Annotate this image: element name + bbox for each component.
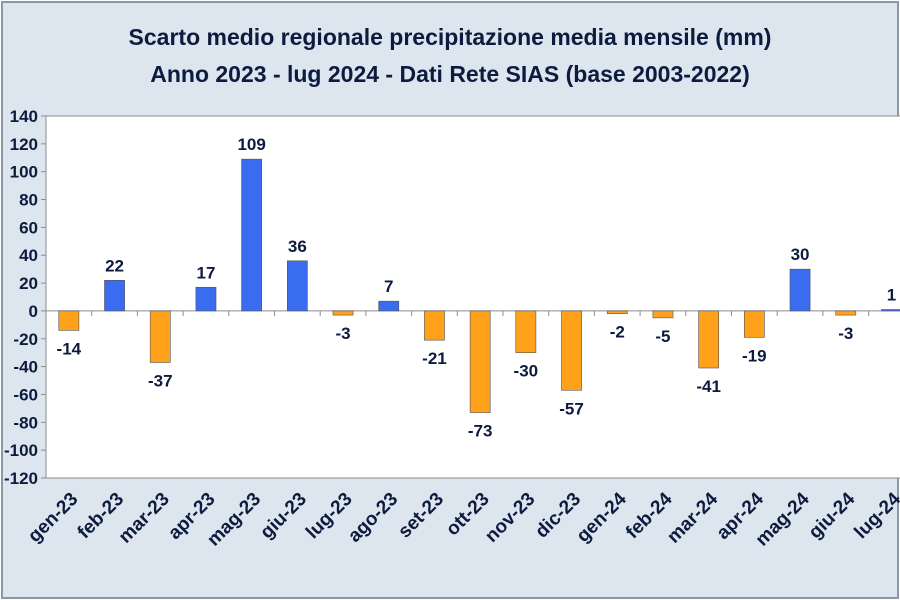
bar bbox=[104, 279, 125, 312]
bar bbox=[469, 310, 491, 413]
data-label: -41 bbox=[696, 377, 721, 396]
bar bbox=[561, 310, 582, 391]
data-label: -57 bbox=[559, 399, 584, 418]
data-label: 17 bbox=[196, 263, 215, 282]
bar bbox=[424, 310, 445, 341]
chart-subtitle: Anno 2023 - lug 2024 - Dati Rete SIAS (b… bbox=[150, 61, 750, 87]
bar bbox=[241, 158, 263, 312]
data-label: 30 bbox=[791, 245, 810, 264]
bar bbox=[698, 310, 720, 369]
bar bbox=[789, 268, 811, 312]
y-tick-label: -20 bbox=[13, 330, 38, 349]
chart-title: Scarto medio regionale precipitazione me… bbox=[129, 24, 772, 50]
data-label: -19 bbox=[742, 346, 767, 365]
y-tick-label: -120 bbox=[4, 469, 38, 488]
y-tick-label: 40 bbox=[19, 246, 38, 265]
bar bbox=[881, 309, 900, 312]
y-tick-label: -40 bbox=[13, 358, 38, 377]
y-tick-label: 0 bbox=[29, 302, 38, 321]
data-label: -3 bbox=[838, 324, 853, 343]
bar bbox=[58, 310, 80, 331]
bar bbox=[606, 310, 628, 315]
y-tick-label: 60 bbox=[19, 218, 38, 237]
bar bbox=[332, 310, 354, 316]
y-tick-label: 20 bbox=[19, 274, 38, 293]
bar bbox=[743, 310, 765, 338]
data-label: 22 bbox=[105, 256, 124, 275]
y-tick-label: -100 bbox=[4, 441, 38, 460]
bar bbox=[515, 310, 537, 353]
data-label: 7 bbox=[384, 277, 393, 296]
data-label: -21 bbox=[422, 349, 447, 368]
plot-area bbox=[45, 115, 900, 479]
y-tick-label: 80 bbox=[19, 191, 38, 210]
bar bbox=[286, 260, 308, 312]
data-label: -5 bbox=[655, 327, 670, 346]
y-tick-label: 100 bbox=[10, 163, 38, 182]
data-label: -14 bbox=[57, 339, 82, 358]
bar bbox=[652, 310, 674, 319]
bar bbox=[195, 286, 217, 312]
y-tick-label: 140 bbox=[10, 107, 38, 126]
data-label: 1 bbox=[887, 286, 896, 305]
y-tick-label: -80 bbox=[13, 413, 38, 432]
data-label: 109 bbox=[237, 135, 265, 154]
y-tick-label: -60 bbox=[13, 385, 38, 404]
data-label: -37 bbox=[148, 371, 173, 390]
bar bbox=[149, 310, 171, 363]
data-label: -3 bbox=[335, 324, 350, 343]
data-label: -73 bbox=[468, 422, 493, 441]
data-label: -2 bbox=[610, 323, 625, 342]
y-tick-label: 120 bbox=[10, 135, 38, 154]
bar bbox=[835, 310, 857, 316]
bar bbox=[378, 300, 400, 312]
data-label: -30 bbox=[514, 362, 539, 381]
data-label: 36 bbox=[288, 237, 307, 256]
